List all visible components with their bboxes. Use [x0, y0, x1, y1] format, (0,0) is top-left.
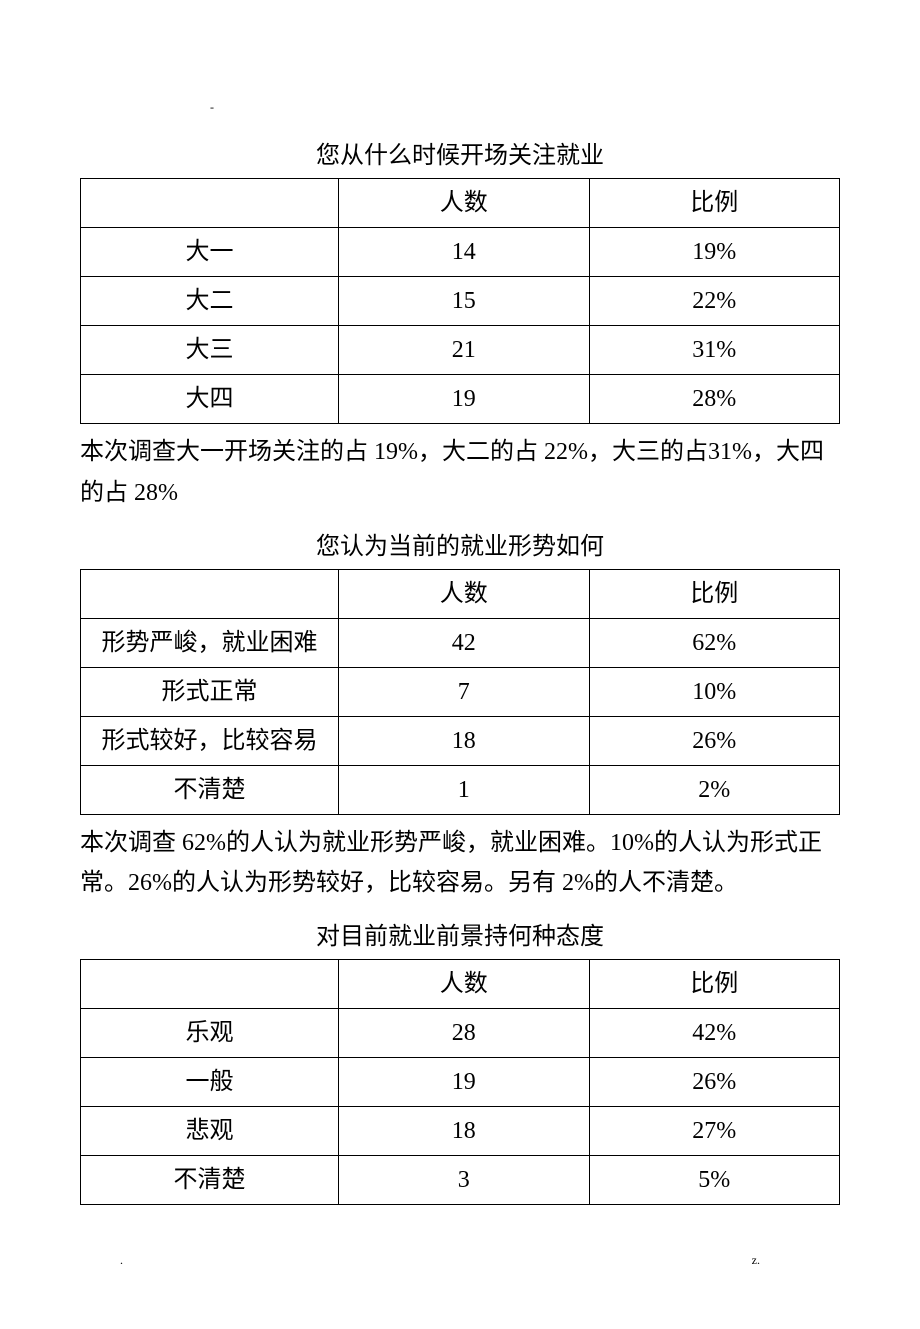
- table-cell: 大四: [81, 375, 339, 424]
- table-cell: 21: [339, 326, 589, 375]
- table-cell: 不清楚: [81, 1156, 339, 1205]
- table-row: 一般 19 26%: [81, 1058, 840, 1107]
- table-cell: 62%: [589, 618, 839, 667]
- table-cell: 28: [339, 1009, 589, 1058]
- table-header-cell: 比例: [589, 179, 839, 228]
- table-cell: 7: [339, 667, 589, 716]
- table-header-cell: 比例: [589, 960, 839, 1009]
- table-row: 大四 19 28%: [81, 375, 840, 424]
- table-cell: 2%: [589, 765, 839, 814]
- section2-title: 您认为当前的就业形势如何: [80, 526, 840, 561]
- table-header-cell: 人数: [339, 569, 589, 618]
- table-row: 不清楚 1 2%: [81, 765, 840, 814]
- table-cell: 26%: [589, 1058, 839, 1107]
- table-cell: 悲观: [81, 1107, 339, 1156]
- section2-description: 本次调查 62%的人认为就业形势严峻，就业困难。10%的人认为形式正常。26%的…: [80, 823, 840, 905]
- table-cell: 形势严峻，就业困难: [81, 618, 339, 667]
- table-cell: 19%: [589, 228, 839, 277]
- table-row: 大三 21 31%: [81, 326, 840, 375]
- table-cell: 10%: [589, 667, 839, 716]
- table-cell: 不清楚: [81, 765, 339, 814]
- section2-table: 人数 比例 形势严峻，就业困难 42 62% 形式正常 7 10% 形式较好，比…: [80, 569, 840, 815]
- table-cell: 15: [339, 277, 589, 326]
- table-cell: 1: [339, 765, 589, 814]
- table-cell: 42%: [589, 1009, 839, 1058]
- table-cell: 22%: [589, 277, 839, 326]
- section1-title: 您从什么时候开场关注就业: [80, 135, 840, 170]
- footer-left: .: [80, 1253, 123, 1268]
- table-cell: 18: [339, 1107, 589, 1156]
- table-header-cell: 人数: [339, 960, 589, 1009]
- table-row: 形式较好，比较容易 18 26%: [81, 716, 840, 765]
- top-marker: -: [80, 100, 840, 115]
- table-cell: 18: [339, 716, 589, 765]
- table-cell: 14: [339, 228, 589, 277]
- table-cell: 27%: [589, 1107, 839, 1156]
- table-cell: 大一: [81, 228, 339, 277]
- table-cell: 形式正常: [81, 667, 339, 716]
- section3-table: 人数 比例 乐观 28 42% 一般 19 26% 悲观 18 27% 不清楚 …: [80, 959, 840, 1205]
- section1-description: 本次调查大一开场关注的占 19%，大二的占 22%，大三的占31%，大四的占 2…: [80, 432, 840, 514]
- table-row: 乐观 28 42%: [81, 1009, 840, 1058]
- table-cell: 乐观: [81, 1009, 339, 1058]
- table-row: 悲观 18 27%: [81, 1107, 840, 1156]
- table-header-cell: [81, 569, 339, 618]
- table-row: 形势严峻，就业困难 42 62%: [81, 618, 840, 667]
- table-cell: 26%: [589, 716, 839, 765]
- table-cell: 3: [339, 1156, 589, 1205]
- table-row: 形式正常 7 10%: [81, 667, 840, 716]
- table-cell: 5%: [589, 1156, 839, 1205]
- section3-title: 对目前就业前景持何种态度: [80, 916, 840, 951]
- table-row: 不清楚 3 5%: [81, 1156, 840, 1205]
- table-cell: 形式较好，比较容易: [81, 716, 339, 765]
- table-cell: 28%: [589, 375, 839, 424]
- table-cell: 19: [339, 375, 589, 424]
- table-cell: 大三: [81, 326, 339, 375]
- table-cell: 19: [339, 1058, 589, 1107]
- table-header-cell: 人数: [339, 179, 589, 228]
- table-header-row: 人数 比例: [81, 569, 840, 618]
- table-cell: 42: [339, 618, 589, 667]
- table-row: 大二 15 22%: [81, 277, 840, 326]
- table-header-row: 人数 比例: [81, 179, 840, 228]
- table-row: 大一 14 19%: [81, 228, 840, 277]
- table-header-row: 人数 比例: [81, 960, 840, 1009]
- table-cell: 大二: [81, 277, 339, 326]
- table-header-cell: [81, 179, 339, 228]
- section1-table: 人数 比例 大一 14 19% 大二 15 22% 大三 21 31% 大四 1…: [80, 178, 840, 424]
- table-cell: 一般: [81, 1058, 339, 1107]
- table-header-cell: [81, 960, 339, 1009]
- table-header-cell: 比例: [589, 569, 839, 618]
- table-cell: 31%: [589, 326, 839, 375]
- footer-right: z.: [752, 1253, 760, 1268]
